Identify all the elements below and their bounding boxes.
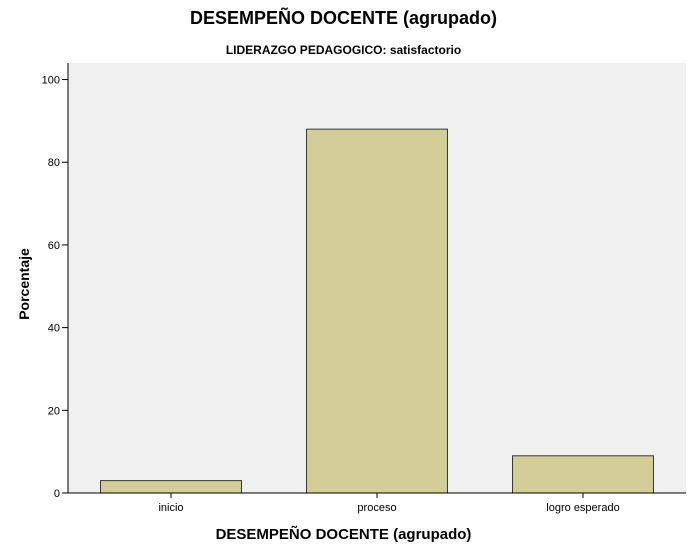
bar-proceso	[306, 128, 448, 494]
y-tick-label: 0	[54, 488, 60, 500]
y-tick-label: 60	[48, 240, 60, 252]
y-tick-label: 40	[48, 323, 60, 335]
x-axis-label: DESEMPEÑO DOCENTE (agrupado)	[215, 526, 472, 543]
y-tick-label: 80	[48, 157, 60, 169]
x-tick-label: inicio	[158, 502, 183, 514]
x-tick-label: proceso	[357, 502, 396, 514]
bars	[100, 128, 654, 494]
chart-title: DESEMPEÑO DOCENTE (agrupado)	[189, 8, 498, 28]
axes: inicio proceso logro esperado 0 20 40 60 80 100	[42, 63, 686, 514]
bar-inicio	[100, 480, 242, 494]
chart-subtitle: LIDERAZGO PEDAGOGICO: satisfactorio	[225, 43, 462, 57]
y-tick-label: 20	[48, 405, 60, 417]
x-tick-label: logro esperado	[546, 502, 619, 514]
y-tick-label: 100	[42, 75, 60, 87]
bar-logro-esperado	[512, 455, 654, 494]
